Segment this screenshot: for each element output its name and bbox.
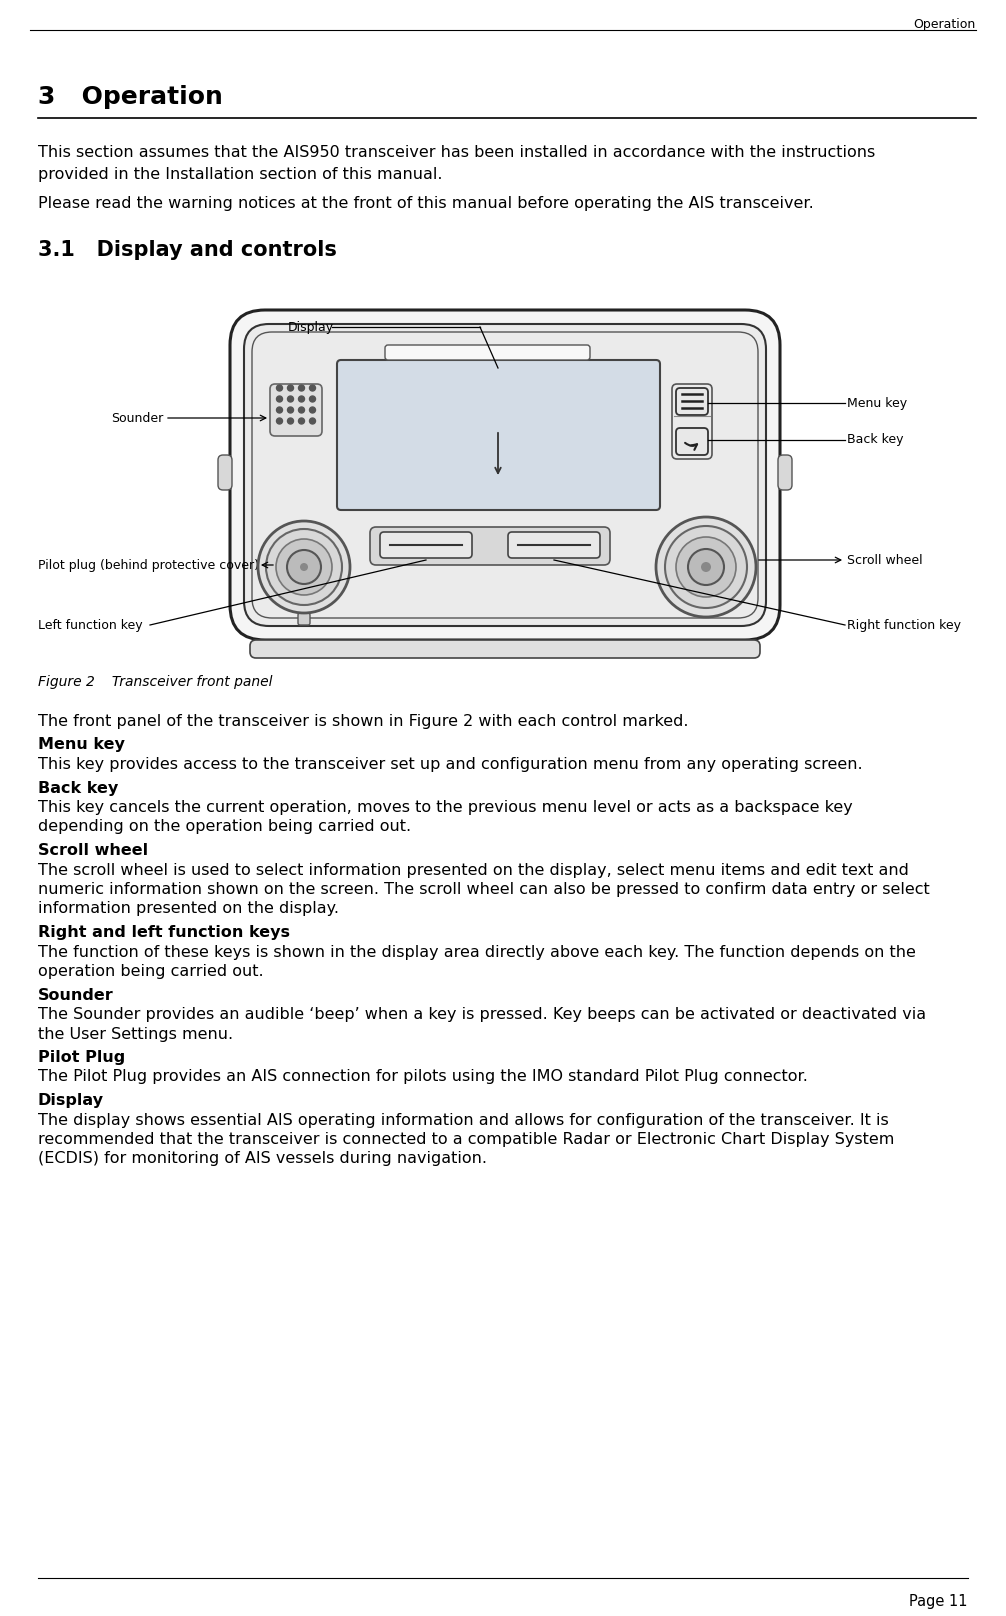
Text: Right and left function keys: Right and left function keys [38, 924, 290, 941]
Text: Right function key: Right function key [847, 619, 961, 632]
Text: depending on the operation being carried out.: depending on the operation being carried… [38, 819, 411, 834]
Circle shape [288, 407, 294, 414]
Text: Please read the warning notices at the front of this manual before operating the: Please read the warning notices at the f… [38, 196, 814, 212]
Text: Left function key: Left function key [38, 619, 143, 632]
Circle shape [277, 419, 283, 423]
FancyBboxPatch shape [270, 385, 322, 436]
Text: Display: Display [38, 1092, 104, 1109]
Circle shape [277, 396, 283, 402]
Circle shape [299, 419, 305, 423]
Text: Back key: Back key [38, 781, 119, 795]
Text: This section assumes that the AIS950 transceiver has been installed in accordanc: This section assumes that the AIS950 tra… [38, 145, 875, 160]
Circle shape [299, 407, 305, 414]
Text: The front panel of the transceiver is shown in Figure 2 with each control marked: The front panel of the transceiver is sh… [38, 714, 688, 729]
Circle shape [266, 528, 342, 604]
FancyBboxPatch shape [298, 612, 310, 625]
Text: The scroll wheel is used to select information presented on the display, select : The scroll wheel is used to select infor… [38, 863, 908, 877]
Circle shape [299, 385, 305, 391]
Text: The Sounder provides an audible ‘beep’ when a key is pressed. Key beeps can be a: The Sounder provides an audible ‘beep’ w… [38, 1007, 927, 1021]
FancyBboxPatch shape [778, 456, 792, 490]
Text: Figure 2: Figure 2 [38, 675, 95, 688]
Circle shape [701, 562, 711, 572]
Circle shape [277, 407, 283, 414]
Text: Transceiver front panel: Transceiver front panel [90, 675, 273, 688]
FancyBboxPatch shape [676, 428, 708, 456]
Text: Display: Display [288, 320, 334, 333]
Circle shape [310, 407, 316, 414]
Text: Menu key: Menu key [38, 737, 125, 753]
Text: Pilot Plug: Pilot Plug [38, 1050, 126, 1065]
FancyBboxPatch shape [218, 456, 232, 490]
Circle shape [688, 549, 724, 585]
FancyBboxPatch shape [508, 532, 600, 558]
Circle shape [288, 385, 294, 391]
Text: the User Settings menu.: the User Settings menu. [38, 1026, 233, 1041]
Circle shape [277, 385, 283, 391]
FancyBboxPatch shape [337, 360, 660, 511]
Text: Pilot plug (behind protective cover): Pilot plug (behind protective cover) [38, 559, 259, 572]
Text: 3   Operation: 3 Operation [38, 86, 223, 108]
Text: numeric information shown on the screen. The scroll wheel can also be pressed to: numeric information shown on the screen.… [38, 882, 930, 897]
Circle shape [656, 517, 756, 617]
Text: information presented on the display.: information presented on the display. [38, 902, 339, 916]
Circle shape [310, 419, 316, 423]
Text: Sounder: Sounder [38, 987, 114, 1002]
Circle shape [288, 396, 294, 402]
Text: Back key: Back key [847, 433, 903, 446]
Circle shape [676, 537, 736, 596]
FancyBboxPatch shape [252, 331, 758, 617]
Circle shape [310, 385, 316, 391]
Text: Menu key: Menu key [847, 396, 907, 409]
FancyBboxPatch shape [244, 323, 766, 625]
Text: operation being carried out.: operation being carried out. [38, 965, 264, 979]
FancyBboxPatch shape [370, 527, 610, 566]
Text: The display shows essential AIS operating information and allows for configurati: The display shows essential AIS operatin… [38, 1112, 888, 1128]
FancyBboxPatch shape [250, 640, 760, 658]
FancyBboxPatch shape [676, 388, 708, 415]
Text: provided in the Installation section of this manual.: provided in the Installation section of … [38, 166, 443, 183]
Circle shape [288, 419, 294, 423]
Text: This key cancels the current operation, moves to the previous menu level or acts: This key cancels the current operation, … [38, 800, 853, 814]
Circle shape [300, 562, 308, 570]
FancyBboxPatch shape [230, 310, 780, 640]
FancyBboxPatch shape [380, 532, 472, 558]
Text: Operation: Operation [913, 18, 976, 31]
Circle shape [287, 549, 321, 583]
Text: Scroll wheel: Scroll wheel [847, 554, 923, 567]
Text: The function of these keys is shown in the display area directly above each key.: The function of these keys is shown in t… [38, 944, 915, 960]
Circle shape [276, 540, 332, 595]
Text: Scroll wheel: Scroll wheel [38, 844, 148, 858]
Circle shape [310, 396, 316, 402]
Text: (ECDIS) for monitoring of AIS vessels during navigation.: (ECDIS) for monitoring of AIS vessels du… [38, 1152, 487, 1167]
FancyBboxPatch shape [385, 344, 590, 360]
Text: Page 11: Page 11 [909, 1593, 968, 1610]
Circle shape [665, 525, 747, 608]
Text: 3.1   Display and controls: 3.1 Display and controls [38, 241, 337, 260]
Text: Sounder: Sounder [111, 412, 163, 425]
Text: recommended that the transceiver is connected to a compatible Radar or Electroni: recommended that the transceiver is conn… [38, 1131, 894, 1147]
Text: This key provides access to the transceiver set up and configuration menu from a: This key provides access to the transcei… [38, 756, 862, 772]
Text: The Pilot Plug provides an AIS connection for pilots using the IMO standard Pilo: The Pilot Plug provides an AIS connectio… [38, 1070, 808, 1084]
Circle shape [258, 520, 350, 612]
Circle shape [299, 396, 305, 402]
